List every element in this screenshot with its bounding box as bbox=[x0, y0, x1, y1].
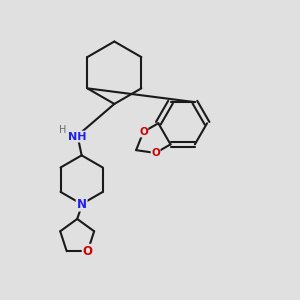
Text: NH: NH bbox=[68, 132, 86, 142]
Text: N: N bbox=[76, 198, 87, 211]
Text: O: O bbox=[151, 148, 160, 158]
Text: O: O bbox=[139, 127, 148, 137]
Text: H: H bbox=[59, 125, 67, 135]
Text: O: O bbox=[83, 245, 93, 258]
